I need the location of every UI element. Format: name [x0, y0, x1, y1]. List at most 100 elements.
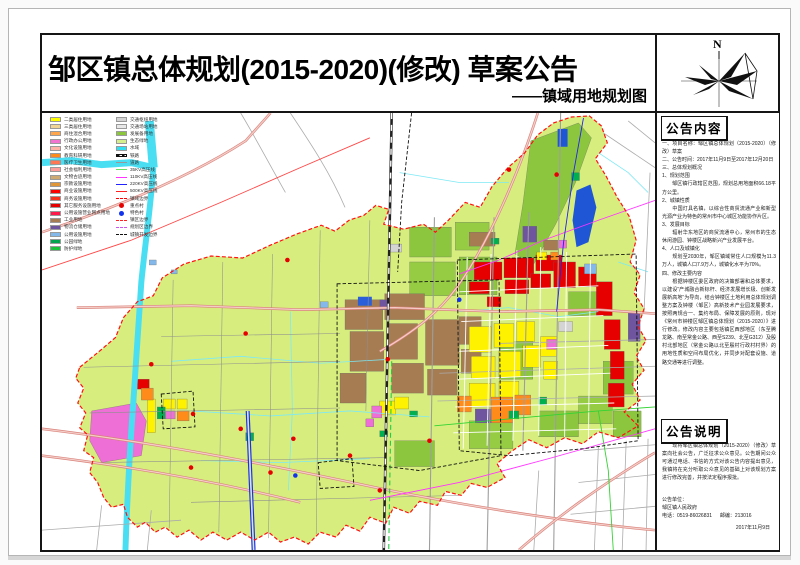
footer-postcode: 邮编：213016	[719, 513, 752, 520]
legend-label: 110KV高压线	[129, 174, 158, 180]
page-title: 邹区镇总体规划(2015-2020)(修改) 草案公告	[48, 54, 578, 85]
page-subtitle: ——镇域用地规划图	[511, 88, 647, 105]
legend-label: 水域	[129, 145, 140, 151]
announcement-line: 二、公告时间：2017年11月9日至2017年12月20日	[662, 157, 774, 164]
land-use-map: 二类居住用地 三类居住用地 商住混合用地 行政办公用地 文化设施用地 教育科研用地 医疗卫生…	[42, 113, 655, 550]
legend-label: 铁路	[129, 152, 140, 158]
title-divider-line	[42, 111, 779, 113]
key-village-dots	[149, 167, 559, 493]
legend-item: 110KV高压线	[115, 174, 158, 181]
announcement-line: 2、城镇性质	[662, 197, 690, 204]
legend-item: 城镇开发边界	[115, 231, 158, 238]
footer-unit-name: 邹区镇人民政府	[662, 505, 698, 512]
announcement-line: 3、发展目标	[662, 221, 690, 228]
land-use-map-svg	[42, 113, 655, 550]
legend-swatch-fill	[50, 174, 61, 180]
legend-swatch-line	[115, 183, 127, 185]
legend-swatch-line	[115, 169, 127, 171]
legend-item: 其它服务设施用地	[50, 202, 110, 209]
legend-label: 商务设施用地	[64, 195, 92, 201]
legend-item: 防护绿地	[50, 245, 110, 252]
legend-item: 铁路	[115, 152, 158, 159]
compass-north-label: N	[713, 37, 722, 51]
legend-swatch-fill	[50, 196, 61, 202]
legend-item: 宗教设施用地	[50, 181, 110, 188]
legend-item: 工业用地	[50, 217, 110, 224]
legend-swatch-rail	[115, 154, 127, 158]
legend-label: 宗教设施用地	[64, 181, 92, 187]
announcement-content-body: 一、项目名称：邹区镇总体规划（2015-2020）（修改）草案 二、公告时间：20…	[662, 140, 776, 367]
footer-date: 2017年11月9日	[735, 525, 770, 532]
legend-swatch-fill	[115, 117, 127, 123]
legend-label: 文化设施用地	[64, 145, 92, 151]
legend-swatch-fill	[50, 124, 61, 130]
railway-line	[382, 113, 394, 550]
legend-item: 规划区边界	[115, 224, 158, 231]
district-boundaries	[160, 253, 639, 489]
legend-label: 社会福利用地	[64, 166, 92, 172]
announcement-line: 三、总体规划概况	[662, 165, 703, 172]
legend-item: 道路	[115, 159, 158, 166]
legend-swatch-fill	[50, 131, 61, 137]
legend-item: 生态绿地	[115, 138, 158, 145]
legend-swatch-fill	[115, 138, 127, 144]
legend-swatch-fill	[50, 224, 61, 230]
legend-label: 交通场站用地	[129, 123, 158, 129]
announcement-sidebar: 公告内容 一、项目名称：邹区镇总体规划（2015-2020）（修改）草案 二、公告…	[655, 113, 779, 550]
legend-item: 220KV高压线	[115, 181, 158, 188]
highway-roads	[42, 113, 655, 550]
legend-label: 公用设施营业网点用地	[64, 210, 110, 216]
announcement-notes-body: 现将邹区镇总体规划（2015-2020）（修改）草案向社会公告，广泛征求公众意见…	[662, 443, 776, 482]
announcement-line: 4、人口及城镇化	[662, 246, 700, 253]
legend-item: 商住混合用地	[50, 130, 110, 137]
legend-item: 公用设施用地	[50, 231, 110, 238]
legend-label: 重点村	[129, 202, 144, 208]
legend-label: 三类居住用地	[64, 123, 92, 129]
legend-item: 公园绿地	[50, 238, 110, 245]
legend-swatch-dot	[116, 210, 127, 216]
legend-label: 规划区边界	[129, 224, 153, 230]
legend-label: 其它服务设施用地	[64, 202, 101, 208]
legend-swatch-fill	[50, 246, 61, 252]
legend-item: 教育科研用地	[50, 152, 110, 159]
high-voltage-lines	[42, 117, 655, 550]
river-water	[42, 120, 649, 550]
legend-item: 500KV高压线	[115, 188, 158, 195]
legend-label: 220KV高压线	[129, 181, 158, 187]
legend-swatch-fill	[50, 232, 61, 238]
legend-label: 文物古迹用地	[64, 174, 92, 180]
footer-unit-label: 公告单位：	[662, 497, 688, 503]
feature-village-dots	[293, 297, 462, 478]
road-network	[42, 113, 655, 550]
legend-label: 公用设施用地	[64, 231, 92, 237]
announcement-footer: 公告单位： 邹区镇人民政府 电话：0519-86026831 邮编：213016…	[662, 496, 774, 532]
legend-swatch-line	[115, 176, 127, 178]
legend-label: 镇域边界	[129, 195, 149, 201]
legend-swatch-line	[115, 190, 127, 192]
legend-label: 35KV高压线	[129, 166, 155, 172]
legend-item: 商务设施用地	[50, 195, 110, 202]
legend-item: 公用设施营业网点用地	[50, 209, 110, 216]
industrial-blocks	[339, 232, 558, 404]
legend-swatch-dot	[116, 203, 127, 209]
footer-phone: 电话：0519-86026831	[662, 513, 713, 520]
legend-item: 文物古迹用地	[50, 174, 110, 181]
announcement-line: 一、项目名称：邹区镇总体规划（2015-2020）（修改）草案	[662, 141, 776, 156]
legend-swatch-dashdot	[115, 198, 127, 200]
legend-item: 35KV高压线	[115, 166, 158, 173]
legend-item: 物流仓储用地	[50, 224, 110, 231]
legend-item: 交通场站用地	[115, 123, 158, 130]
compass-cell: N	[655, 35, 779, 111]
legend-label: 特色村	[129, 210, 144, 216]
legend-label: 交通枢纽用地	[129, 116, 158, 122]
legend-swatch-line	[115, 162, 127, 164]
legend-swatch-fill	[50, 145, 61, 151]
legend-label: 商住混合用地	[64, 130, 92, 136]
legend-swatch-fill	[50, 181, 61, 187]
legend-label: 二类居住用地	[64, 116, 92, 122]
announcement-line: 中国灯具名镇，以综合性商贸流通产业和新型光源产业为特色的常州市中心城区功能协作片…	[662, 205, 776, 220]
legend-item: 社会福利用地	[50, 166, 110, 173]
legend-swatch-fill	[50, 188, 61, 194]
legend-swatch-dash	[115, 226, 127, 228]
